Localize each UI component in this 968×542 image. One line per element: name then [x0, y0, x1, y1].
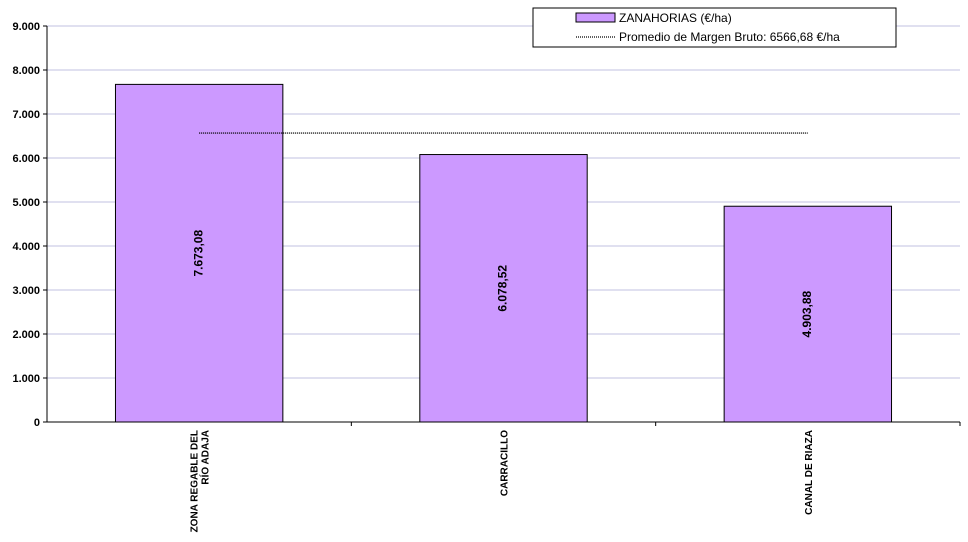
bar — [114, 83, 284, 423]
y-tick-label: 6.000 — [12, 153, 40, 165]
y-tick-label: 8.000 — [12, 65, 40, 77]
bars: 7.673,08 6.078,52 4.903,88 — [114, 83, 893, 423]
legend-swatch-bar — [575, 12, 616, 23]
data-label: 4.903,88 — [800, 290, 814, 337]
x-tick-label: CARRACILLO — [500, 430, 511, 496]
x-tick-label: RÍO ADAJA — [199, 430, 212, 485]
x-axis-labels: ZONA REGABLE DEL RÍO ADAJA CARRACILLO CANAL… — [190, 430, 815, 533]
y-tick-label: 2.000 — [12, 329, 40, 341]
y-tick-label: 4.000 — [12, 241, 40, 253]
bar — [419, 154, 588, 423]
y-tick-label: 3.000 — [12, 285, 40, 297]
y-tick-label: 7.000 — [12, 109, 40, 121]
x-tick-label: CANAL DE RIAZA — [804, 430, 815, 515]
y-tick-label: 0 — [34, 417, 40, 429]
legend-entry-bar: ZANAHORIAS (€/ha) — [619, 11, 732, 25]
y-axis-ticks: 0 1.000 2.000 3.000 4.000 5.000 6.000 7.000 8.00… — [12, 21, 47, 429]
y-tick-label: 1.000 — [12, 373, 40, 385]
data-label: 6.078,52 — [496, 265, 510, 312]
axes — [46, 26, 961, 426]
legend-entry-line: Promedio de Margen Bruto: 6566,68 €/ha — [619, 30, 840, 44]
data-label: 7.673,08 — [191, 230, 205, 277]
legend: ZANAHORIAS (€/ha) Promedio de Margen Bru… — [532, 7, 897, 48]
y-tick-label: 5.000 — [12, 197, 40, 209]
y-tick-label: 9.000 — [12, 21, 40, 33]
x-tick-label: ZONA REGABLE DEL — [190, 430, 201, 532]
